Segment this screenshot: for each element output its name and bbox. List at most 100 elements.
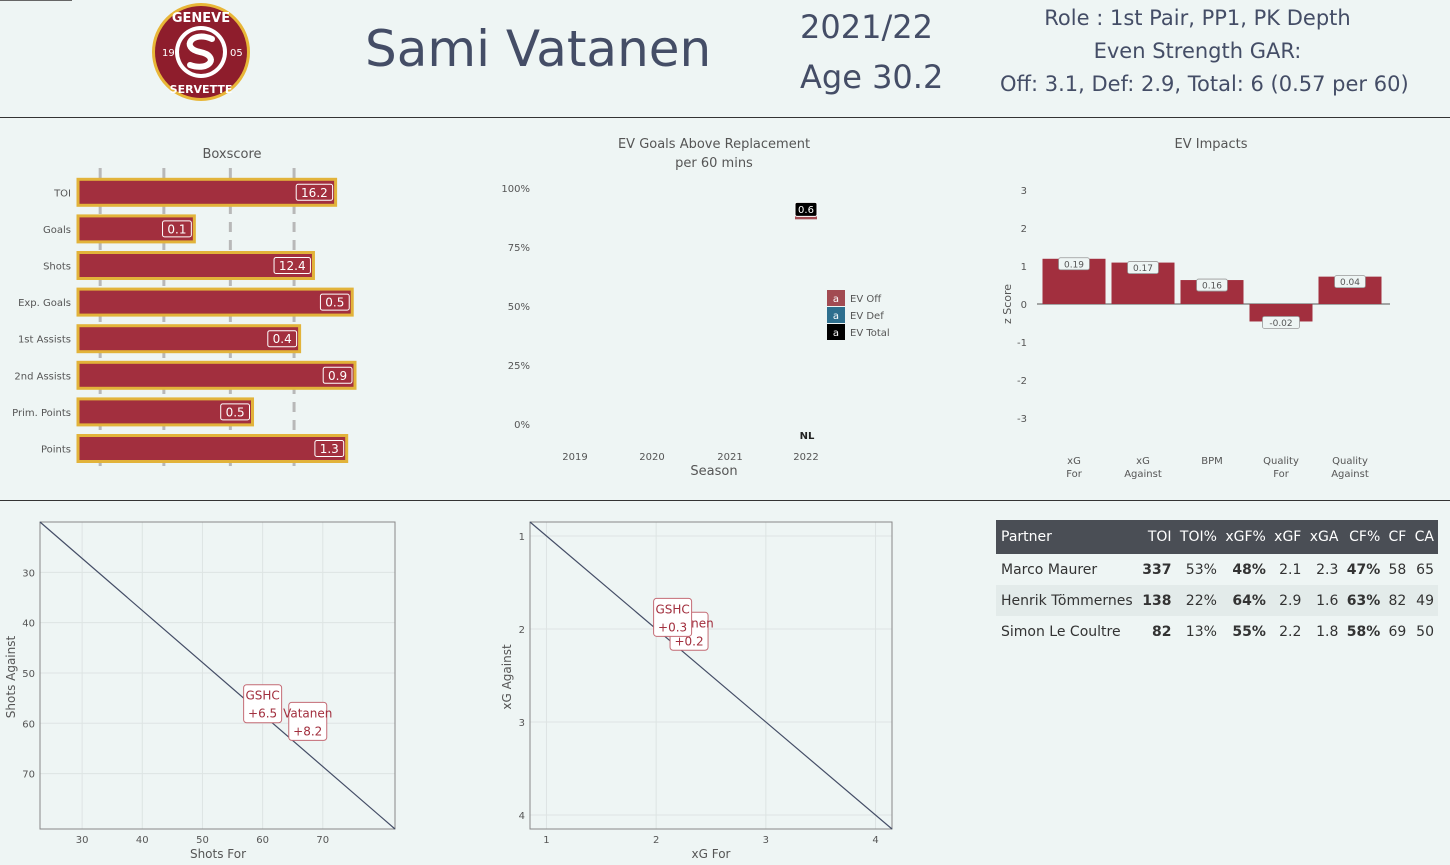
col-toi: TOI	[1137, 520, 1176, 554]
boxscore-value-label: 1.3	[320, 442, 339, 456]
gar-value-box	[794, 201, 818, 217]
boxscore-bar	[76, 324, 302, 354]
scatter-point-label: GSHC +0.3	[653, 597, 693, 637]
cell-cf-pct: 63%	[1342, 585, 1385, 616]
boxscore-value-box	[319, 293, 350, 311]
scatter-ytick-label: 1	[519, 532, 525, 543]
scatter-label-box	[653, 597, 693, 637]
cell-toi-pct: 22%	[1175, 585, 1221, 616]
scatter-label-name: GSHC	[245, 689, 279, 703]
cell-xgf-pct: 55%	[1232, 623, 1266, 640]
ev-gar-chart: EV Goals Above Replacement per 60 mins 0…	[501, 137, 890, 479]
scatter-point-label: Vatanen +8.2	[283, 701, 332, 741]
impacts-category-label: For	[1273, 469, 1290, 480]
gar-subtitle: per 60 mins	[675, 156, 753, 171]
cell-cf: 82	[1384, 585, 1411, 616]
boxscore-bar	[76, 360, 357, 390]
scatter-xtick-label: 70	[316, 835, 329, 846]
impacts-value-label: -0.02	[1269, 319, 1292, 329]
col-partner: Partner	[996, 520, 1138, 554]
impacts-value-box	[1058, 257, 1090, 271]
legend-swatch-ev-total	[827, 324, 845, 340]
legend-label-ev-off: EV Off	[850, 294, 882, 305]
impacts-value-box	[1262, 316, 1300, 329]
logo-text-top: GENEVE	[172, 11, 230, 26]
legend-swatch-letter-off: a	[833, 294, 839, 305]
boxscore-bar	[76, 177, 338, 207]
col-toi-pct: TOI%	[1175, 520, 1221, 554]
gar-label: Even Strength GAR:	[1093, 39, 1302, 63]
gar-legend: a EV Off a EV Def a EV Total	[827, 290, 890, 340]
gar-bar	[795, 216, 817, 220]
scatter-diagonal	[39, 521, 396, 830]
legend-swatch-ev-def	[827, 307, 845, 323]
cell-partner: Marco Maurer	[1001, 561, 1098, 578]
scatter-xtick-label: 30	[76, 835, 89, 846]
impacts-value-box	[1334, 275, 1366, 289]
cell-partner: Henrik Tömmernes	[996, 585, 1138, 616]
gar-value-label: 0.6	[798, 205, 814, 216]
cell-ca: 49	[1410, 585, 1438, 616]
boxscore-value-box	[267, 330, 298, 348]
boxscore-value-label: 0.9	[328, 369, 347, 383]
impacts-category-label: For	[1066, 469, 1083, 480]
scatter-xtick-label: 1	[543, 835, 549, 846]
xg-ylabel: xG Against	[500, 644, 514, 710]
cell-toi-pct: 13%	[1185, 623, 1217, 640]
scatter-xtick-label: 40	[136, 835, 149, 846]
col-ca: CA	[1410, 520, 1438, 554]
cell-cf-pct: 47%	[1346, 561, 1381, 578]
scatter-ytick-label: 50	[22, 669, 35, 680]
boxscore-value-box	[220, 403, 251, 421]
impacts-category-label: Quality	[1263, 456, 1299, 467]
col-xgf: xGF	[1269, 520, 1306, 554]
gar-title: EV Goals Above Replacement	[618, 137, 810, 152]
top-left-rule	[0, 0, 72, 1]
boxscore-value-label: 0.1	[167, 222, 186, 236]
scatter-label-value: +6.5	[248, 707, 277, 721]
team-logo: GENEVE SERVETTE 19 05	[152, 3, 250, 101]
legend-swatch-ev-off	[827, 290, 845, 306]
partner-table-header: Partner TOI TOI% xGF% xGF xGA CF% CF CA	[996, 520, 1438, 554]
impacts-ytick-label: -3	[1017, 414, 1027, 425]
logo-text-right: 05	[230, 48, 243, 59]
scatter-diagonal	[529, 521, 893, 830]
boxscore-category-label: Points	[41, 445, 71, 456]
boxscore-value-label: 0.4	[273, 332, 292, 346]
cell-toi: 337	[1142, 561, 1172, 578]
impacts-ytick-label: 0	[1021, 300, 1027, 311]
cell-toi-pct: 53%	[1185, 561, 1217, 578]
boxscore-title: Boxscore	[202, 147, 261, 162]
boxscore-value-box	[314, 440, 345, 457]
cell-toi: 82	[1152, 623, 1172, 640]
season-label: 2021/22	[800, 8, 933, 46]
gar-xlabel: Season	[690, 464, 737, 479]
scatter-label-name: Vatanen	[283, 706, 332, 720]
scatter-ytick-label: 3	[519, 718, 525, 729]
boxscore-value-label: 16.2	[301, 186, 328, 200]
impacts-ytick-label: 3	[1021, 186, 1027, 197]
boxscore-value-label: 0.5	[226, 405, 245, 419]
header-divider	[0, 117, 1450, 118]
boxscore-category-label: Goals	[43, 225, 71, 236]
scatter-plot-border	[529, 521, 893, 830]
cell-xga: 2.3	[1316, 561, 1339, 578]
boxscore-value-box	[295, 183, 334, 201]
logo-text-left: 19	[162, 48, 175, 59]
xg-scatter-chart: xG Against xG For 12341234Vatanen+0.2GSH…	[500, 521, 893, 861]
impacts-value-label: 0.04	[1340, 278, 1360, 288]
role-label: Role : 1st Pair, PP1, PK Depth	[1044, 6, 1351, 30]
table-row: Henrik Tömmernes 138 22% 64% 2.9 1.6 63%…	[996, 585, 1438, 616]
scatter-label-box	[243, 684, 283, 724]
boxscore-category-label: Exp. Goals	[18, 298, 71, 309]
impacts-ytick-label: -2	[1017, 376, 1027, 387]
impacts-category-label: Quality	[1332, 456, 1368, 467]
cell-xgf: 2.2	[1279, 623, 1302, 640]
impacts-ylabel: z Score	[1001, 284, 1014, 324]
boxscore-value-box	[273, 257, 311, 274]
impacts-category-label: BPM	[1201, 456, 1223, 467]
boxscore-value-box	[322, 366, 353, 384]
legend-label-ev-def: EV Def	[850, 311, 884, 322]
boxscore-category-label: Shots	[43, 262, 71, 273]
gar-xtick-label: 2020	[639, 452, 664, 463]
